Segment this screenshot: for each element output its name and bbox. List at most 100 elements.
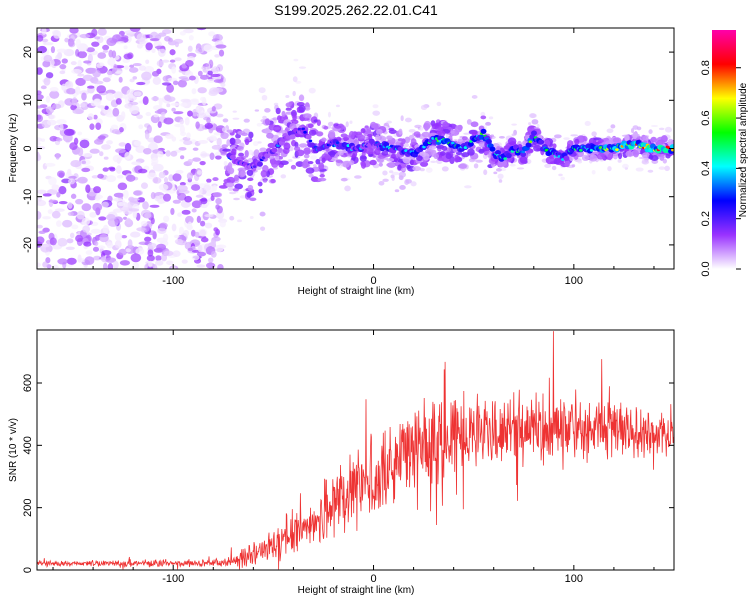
spectrogram-cell	[376, 157, 384, 163]
spectrogram-cell	[328, 129, 336, 138]
spectrogram-cell	[45, 257, 51, 264]
spectrogram-ridge-cell	[544, 148, 549, 152]
spectrogram-cell	[118, 142, 127, 147]
spectrogram-cell	[180, 155, 185, 160]
spectrogram-cell	[607, 153, 613, 161]
spectrogram-cell	[96, 63, 104, 69]
spectrogram-cell	[129, 28, 141, 32]
spectrogram-cell	[196, 170, 203, 175]
spectrogram-cell	[106, 70, 114, 76]
spectrogram-cell	[298, 104, 306, 113]
spectrogram-cell	[207, 257, 214, 263]
spectrogram-cell	[209, 135, 217, 141]
spectrogram-cell	[386, 157, 395, 162]
spectrogram-cell	[46, 119, 57, 126]
spectrogram-cell	[323, 125, 329, 130]
spectrogram-cell	[37, 137, 43, 142]
spectrogram-cell	[169, 59, 176, 63]
spectrogram-cell	[596, 153, 605, 160]
spectrogram-cell	[612, 137, 620, 143]
spectrogram-cell	[552, 143, 557, 149]
spectrogram-cell	[344, 185, 351, 192]
spectrogram-cell	[59, 64, 67, 70]
spectrogram-cell	[37, 224, 43, 229]
spectrogram-cell	[61, 83, 67, 92]
spectrogram-cell	[249, 197, 257, 202]
spectrogram-cell	[59, 70, 66, 75]
spectrogram-y-tick-label: -10	[22, 189, 34, 205]
spectrogram-cell	[354, 175, 362, 179]
spectrogram-y-label: Frequency (Hz)	[8, 114, 19, 183]
spectrogram-x-tick-label: 0	[370, 275, 376, 287]
spectrogram-cell	[370, 121, 377, 129]
spectrogram-cell	[493, 171, 498, 175]
spectrogram-cell	[170, 102, 180, 107]
spectrogram-cell	[632, 149, 640, 158]
spectrogram-cell	[560, 176, 565, 181]
spectrogram-cell	[93, 138, 104, 145]
spectrogram-cell	[116, 41, 125, 45]
spectrogram-cell	[184, 70, 194, 78]
spectrogram-cell	[221, 144, 228, 149]
spectrogram-cell	[183, 140, 193, 146]
spectrogram-cell	[158, 171, 166, 179]
spectrogram-cell	[171, 66, 177, 74]
spectrogram-cell	[115, 165, 122, 174]
snr-x-label: Height of straight line (km)	[298, 585, 415, 596]
spectrogram-cell	[133, 190, 142, 196]
spectrogram-cell	[296, 149, 305, 157]
spectrogram-cell	[186, 132, 191, 139]
spectrogram-cell	[70, 61, 77, 66]
spectrogram-y-tick-label: 20	[22, 46, 34, 58]
spectrogram-cell	[536, 123, 540, 128]
spectrogram-cell	[45, 95, 51, 103]
spectrogram-cell	[394, 189, 400, 193]
spectrogram-cell	[495, 168, 502, 172]
spectrogram-cell	[150, 217, 155, 225]
spectrogram-cell	[153, 135, 163, 144]
colorbar-tick-label: 0.4	[700, 161, 712, 176]
spectrogram-cell	[38, 230, 46, 234]
spectrogram-cell	[235, 133, 241, 139]
spectrogram-cell	[303, 153, 310, 159]
spectrogram-cell	[222, 118, 229, 123]
spectrogram-cell	[106, 37, 117, 47]
spectrogram-cell	[142, 148, 152, 155]
spectrogram-cell	[471, 131, 477, 137]
spectrogram-cell	[204, 213, 214, 218]
spectrogram-cell	[256, 122, 262, 127]
spectrogram-cell	[113, 63, 118, 73]
spectrogram-cell	[118, 127, 124, 133]
spectrogram-cell	[658, 127, 665, 131]
spectrogram-cell	[240, 170, 246, 177]
spectrogram-cell	[391, 171, 400, 176]
chart-title: S199.2025.262.22.01.C41	[274, 2, 438, 18]
spectrogram-cell	[200, 204, 208, 209]
spectrogram-cell	[259, 211, 266, 217]
spectrogram-cell	[261, 94, 268, 101]
spectrogram-cell	[41, 38, 49, 43]
spectrogram-cell	[461, 152, 470, 158]
spectrogram-cell	[45, 72, 54, 79]
spectrogram-cell	[152, 76, 161, 85]
spectrogram-cell	[181, 78, 190, 82]
spectrogram-ridge-cell	[469, 139, 473, 143]
spectrogram-cell	[229, 215, 235, 221]
spectrogram-cell	[307, 123, 314, 129]
spectrogram-cell	[388, 129, 397, 134]
snr-y-tick-label: 0	[22, 567, 34, 573]
spectrogram-cell	[335, 159, 343, 163]
spectrogram-cell	[342, 160, 350, 168]
spectrogram-cell	[156, 60, 165, 67]
spectrogram-cell	[375, 134, 380, 142]
spectrogram-cell	[115, 70, 123, 74]
spectrogram-cell	[186, 172, 194, 180]
spectrogram-cell	[419, 126, 424, 131]
spectrogram-cell	[571, 164, 576, 168]
spectrogram-cell	[81, 160, 87, 165]
spectrogram-cell	[199, 161, 206, 166]
spectrogram-ridge-cell	[229, 154, 236, 160]
spectrogram-ridge-cell	[563, 155, 570, 161]
spectrogram-cell	[398, 171, 406, 178]
spectrogram-cell	[49, 90, 60, 99]
